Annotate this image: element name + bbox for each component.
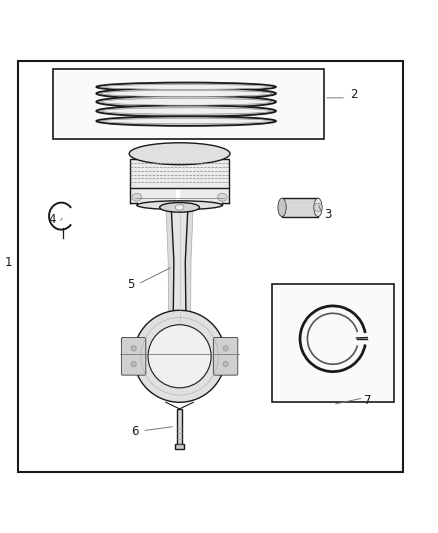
Bar [272,284,394,402]
Circle shape [314,203,322,212]
Ellipse shape [314,198,322,216]
Ellipse shape [175,205,184,210]
Bar [177,409,182,444]
Polygon shape [166,207,174,333]
Circle shape [134,310,226,402]
Text: 6: 6 [131,425,139,438]
Bar [53,69,324,140]
Circle shape [148,325,211,388]
Text: 2: 2 [350,88,358,101]
Bar [136,188,176,205]
Ellipse shape [217,193,227,201]
Text: 5: 5 [127,278,134,292]
FancyBboxPatch shape [213,337,238,375]
Ellipse shape [278,198,286,216]
Ellipse shape [101,91,272,96]
Ellipse shape [96,83,276,91]
Ellipse shape [137,201,222,209]
Bar [18,61,403,472]
Bar [180,188,222,205]
Circle shape [131,346,136,351]
Polygon shape [185,207,193,333]
FancyBboxPatch shape [121,337,146,375]
Circle shape [223,361,228,367]
Ellipse shape [96,106,276,117]
Bar [131,159,229,188]
Ellipse shape [132,193,142,201]
Ellipse shape [129,143,230,165]
Bar [175,444,184,449]
Ellipse shape [96,96,276,108]
Bar [282,198,318,216]
Bar [222,188,229,205]
Ellipse shape [101,118,272,124]
Ellipse shape [101,85,272,90]
Ellipse shape [101,99,272,105]
Ellipse shape [101,108,272,114]
Ellipse shape [96,116,276,126]
Ellipse shape [96,88,276,99]
Text: 3: 3 [324,208,332,221]
Polygon shape [156,329,202,333]
Text: 4: 4 [48,213,56,225]
Circle shape [131,361,136,367]
Polygon shape [171,207,188,333]
Bar [131,188,136,205]
Text: 7: 7 [364,394,371,407]
Circle shape [223,346,228,351]
Text: 1: 1 [4,256,12,270]
Ellipse shape [159,203,200,212]
